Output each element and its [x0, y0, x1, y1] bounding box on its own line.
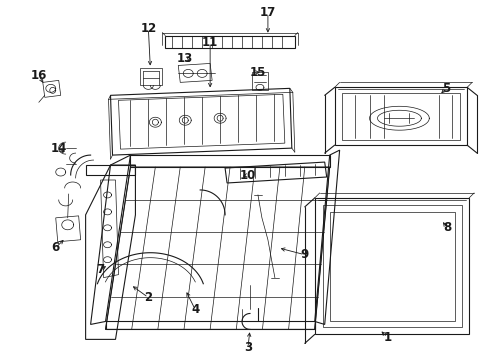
- Text: 12: 12: [140, 22, 156, 35]
- Text: 4: 4: [191, 303, 199, 316]
- Text: 11: 11: [202, 36, 218, 49]
- Text: 7: 7: [97, 263, 105, 276]
- Text: 8: 8: [443, 221, 451, 234]
- Text: 13: 13: [177, 52, 194, 65]
- Text: 17: 17: [260, 6, 276, 19]
- Text: 15: 15: [250, 66, 266, 79]
- Text: 5: 5: [442, 82, 450, 95]
- Text: 16: 16: [30, 69, 47, 82]
- Text: 1: 1: [383, 331, 392, 344]
- Text: 9: 9: [301, 248, 309, 261]
- Text: 6: 6: [51, 241, 60, 254]
- Text: 10: 10: [240, 168, 256, 181]
- Text: 2: 2: [145, 291, 152, 304]
- Text: 14: 14: [50, 141, 67, 155]
- Text: 3: 3: [244, 341, 252, 354]
